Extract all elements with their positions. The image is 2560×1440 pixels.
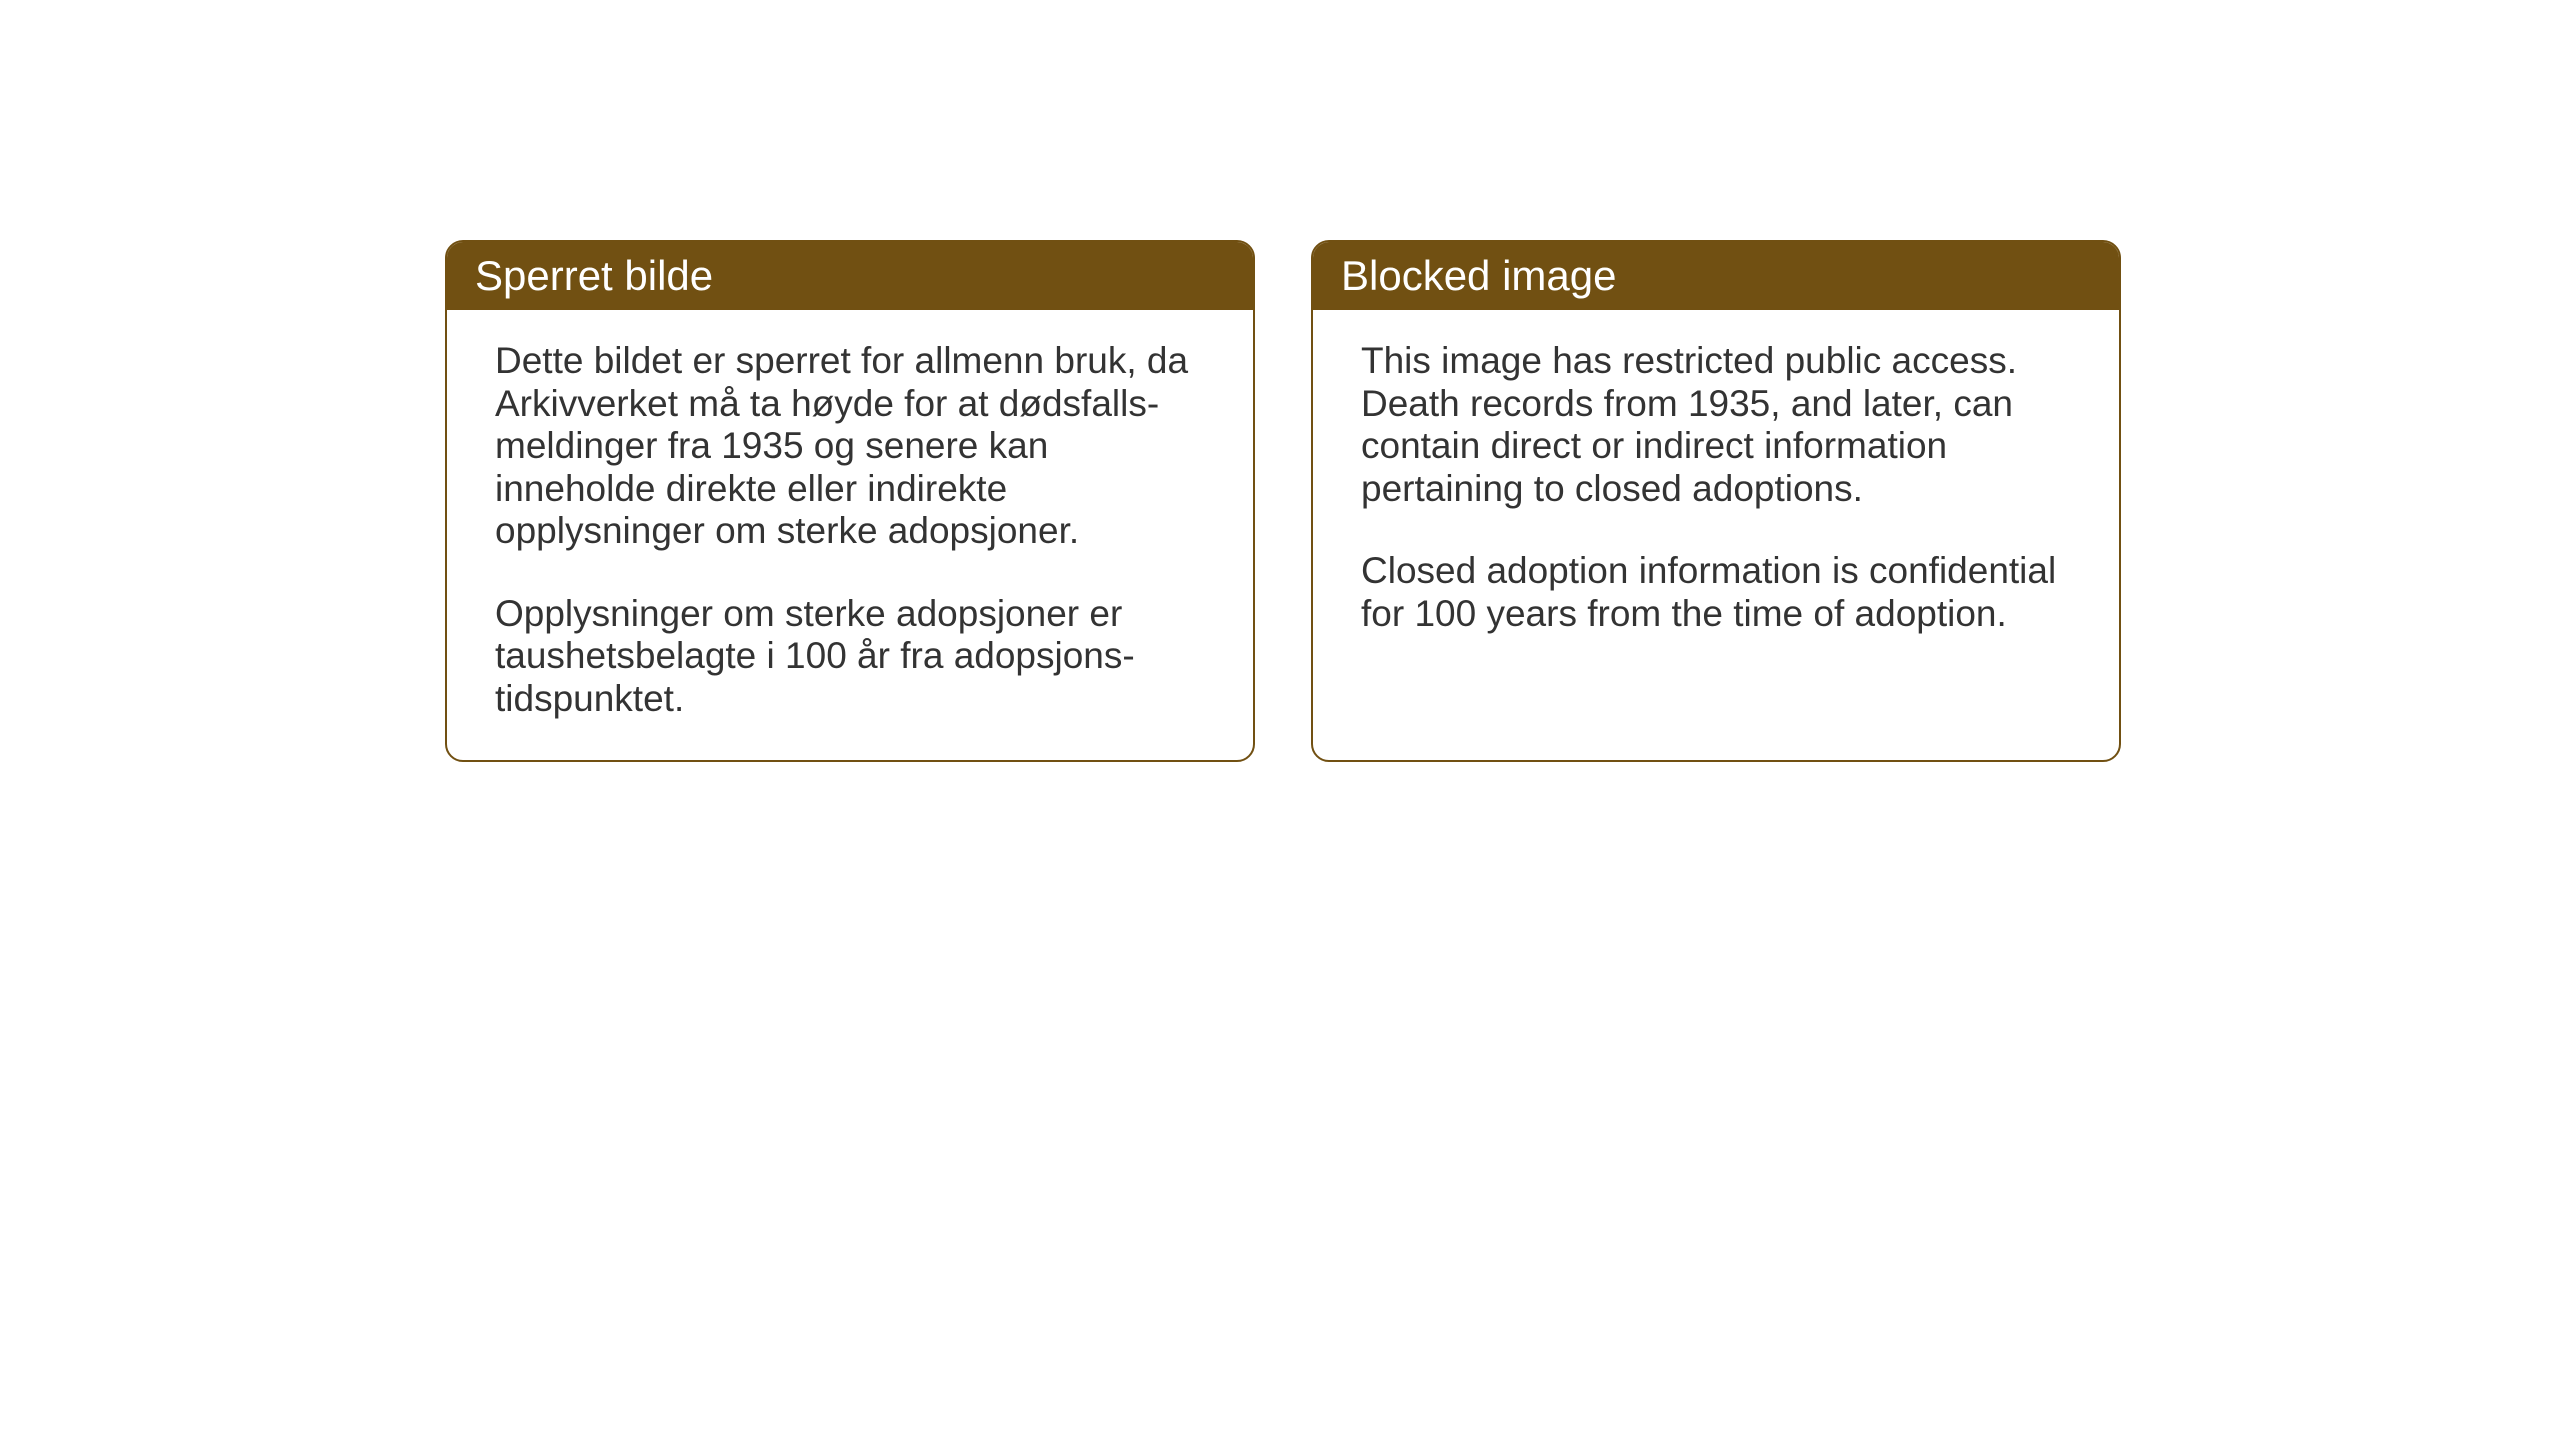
english-notice-card: Blocked image This image has restricted …: [1311, 240, 2121, 762]
english-paragraph-2: Closed adoption information is confident…: [1361, 550, 2071, 635]
english-card-body: This image has restricted public access.…: [1313, 310, 2119, 675]
norwegian-paragraph-1: Dette bildet er sperret for allmenn bruk…: [495, 340, 1205, 553]
english-paragraph-1: This image has restricted public access.…: [1361, 340, 2071, 510]
cards-container: Sperret bilde Dette bildet er sperret fo…: [445, 240, 2121, 762]
english-card-title: Blocked image: [1313, 242, 2119, 310]
norwegian-paragraph-2: Opplysninger om sterke adopsjoner er tau…: [495, 593, 1205, 721]
norwegian-card-body: Dette bildet er sperret for allmenn bruk…: [447, 310, 1253, 760]
norwegian-notice-card: Sperret bilde Dette bildet er sperret fo…: [445, 240, 1255, 762]
norwegian-card-title: Sperret bilde: [447, 242, 1253, 310]
